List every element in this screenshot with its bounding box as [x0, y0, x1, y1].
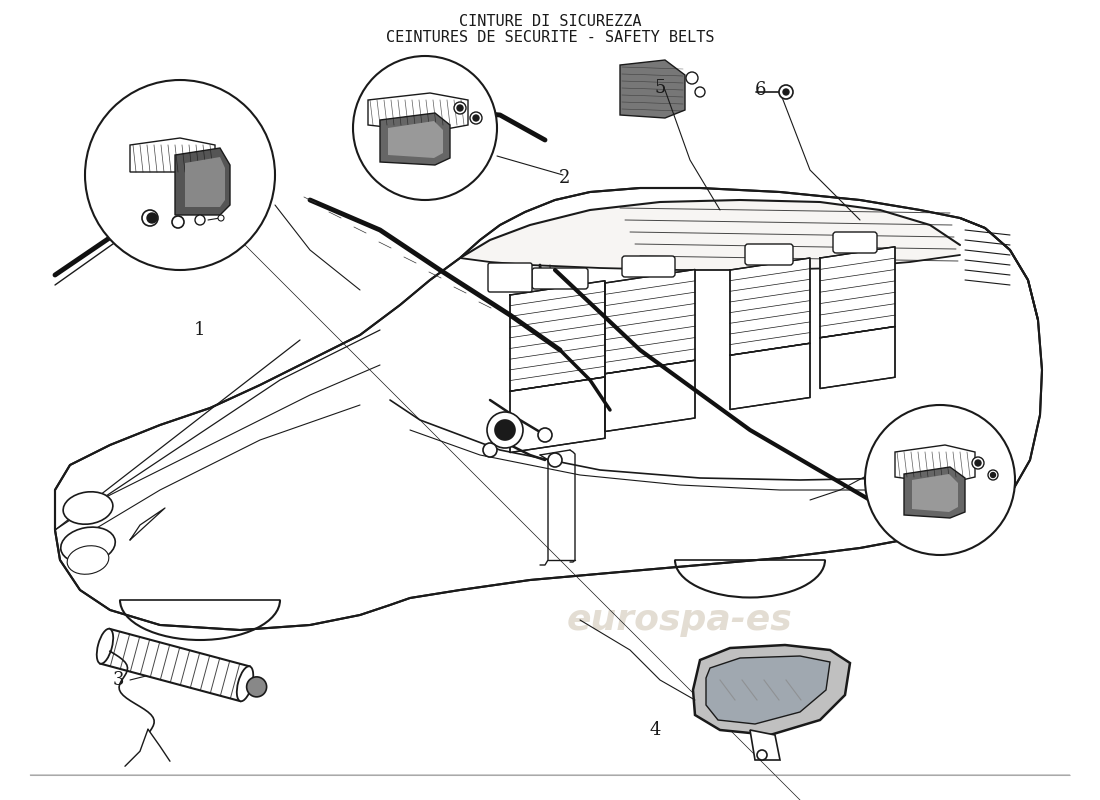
Polygon shape	[185, 157, 226, 207]
Polygon shape	[605, 270, 695, 374]
Text: 5: 5	[654, 79, 666, 97]
Circle shape	[172, 216, 184, 228]
Circle shape	[195, 215, 205, 225]
Ellipse shape	[97, 629, 113, 664]
Circle shape	[218, 215, 224, 221]
FancyBboxPatch shape	[488, 263, 532, 292]
Circle shape	[988, 470, 998, 480]
Polygon shape	[730, 343, 810, 410]
FancyBboxPatch shape	[532, 268, 588, 289]
Polygon shape	[100, 629, 250, 701]
Polygon shape	[904, 467, 965, 518]
Polygon shape	[130, 138, 214, 172]
Circle shape	[483, 443, 497, 457]
Circle shape	[246, 677, 266, 697]
Circle shape	[865, 405, 1015, 555]
Circle shape	[695, 87, 705, 97]
Circle shape	[990, 473, 996, 478]
Text: eurospa-es: eurospa-es	[167, 473, 393, 507]
Polygon shape	[510, 281, 605, 391]
Polygon shape	[388, 121, 443, 158]
Circle shape	[470, 112, 482, 124]
Text: 2: 2	[559, 169, 571, 187]
Circle shape	[686, 72, 698, 84]
Circle shape	[456, 105, 463, 111]
Circle shape	[85, 80, 275, 270]
Circle shape	[147, 213, 157, 223]
Circle shape	[473, 115, 478, 121]
Polygon shape	[820, 246, 895, 338]
Circle shape	[548, 453, 562, 467]
Text: 6: 6	[755, 81, 766, 99]
Polygon shape	[510, 377, 605, 453]
Polygon shape	[750, 730, 780, 760]
Text: 1: 1	[195, 321, 206, 339]
Polygon shape	[895, 445, 975, 484]
Ellipse shape	[60, 527, 116, 563]
Text: 3: 3	[112, 671, 123, 689]
Polygon shape	[605, 360, 695, 431]
Polygon shape	[620, 60, 685, 118]
Polygon shape	[368, 93, 468, 132]
Circle shape	[779, 85, 793, 99]
Circle shape	[975, 460, 981, 466]
Circle shape	[142, 210, 158, 226]
Polygon shape	[693, 645, 850, 735]
Text: 4: 4	[649, 721, 661, 739]
Polygon shape	[730, 258, 810, 355]
FancyBboxPatch shape	[745, 244, 793, 265]
Text: CEINTURES DE SECURITE - SAFETY BELTS: CEINTURES DE SECURITE - SAFETY BELTS	[386, 30, 714, 45]
Text: eurospa-es: eurospa-es	[568, 603, 793, 637]
Text: CINTURE DI SICUREZZA: CINTURE DI SICUREZZA	[459, 14, 641, 29]
Polygon shape	[460, 200, 960, 270]
Polygon shape	[912, 474, 958, 512]
Ellipse shape	[67, 546, 109, 574]
Circle shape	[783, 89, 789, 95]
Circle shape	[757, 750, 767, 760]
Polygon shape	[175, 148, 230, 215]
Polygon shape	[379, 113, 450, 165]
Ellipse shape	[236, 666, 253, 702]
Circle shape	[495, 420, 515, 440]
Polygon shape	[706, 656, 830, 724]
Circle shape	[972, 457, 984, 469]
Polygon shape	[820, 326, 895, 389]
Circle shape	[353, 56, 497, 200]
FancyBboxPatch shape	[833, 232, 877, 253]
Circle shape	[487, 412, 522, 448]
Circle shape	[454, 102, 466, 114]
FancyBboxPatch shape	[621, 256, 675, 277]
Ellipse shape	[63, 492, 113, 524]
Circle shape	[538, 428, 552, 442]
Polygon shape	[55, 188, 1042, 630]
